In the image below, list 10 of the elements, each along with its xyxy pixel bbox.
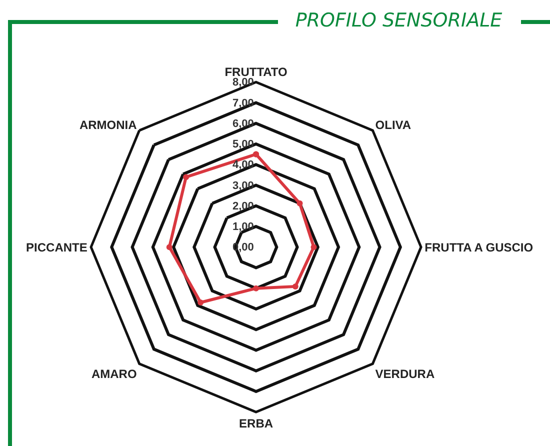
spoke-label: PICCANTE bbox=[26, 240, 88, 254]
spoke-label: FRUTTA A GUSCIO bbox=[424, 240, 534, 254]
spoke-label: FRUTTATO bbox=[224, 65, 288, 80]
chart-title: PROFILO SENSORIALE bbox=[295, 10, 502, 32]
spoke-label: VERDURA bbox=[375, 366, 435, 381]
spoke-label: ERBA bbox=[239, 416, 274, 431]
spoke-label: AMARO bbox=[91, 366, 137, 381]
spoke-label: OLIVA bbox=[375, 118, 412, 132]
spoke-label: ARMONIA bbox=[79, 118, 138, 132]
y-tick-label: 8,00 bbox=[232, 76, 254, 89]
